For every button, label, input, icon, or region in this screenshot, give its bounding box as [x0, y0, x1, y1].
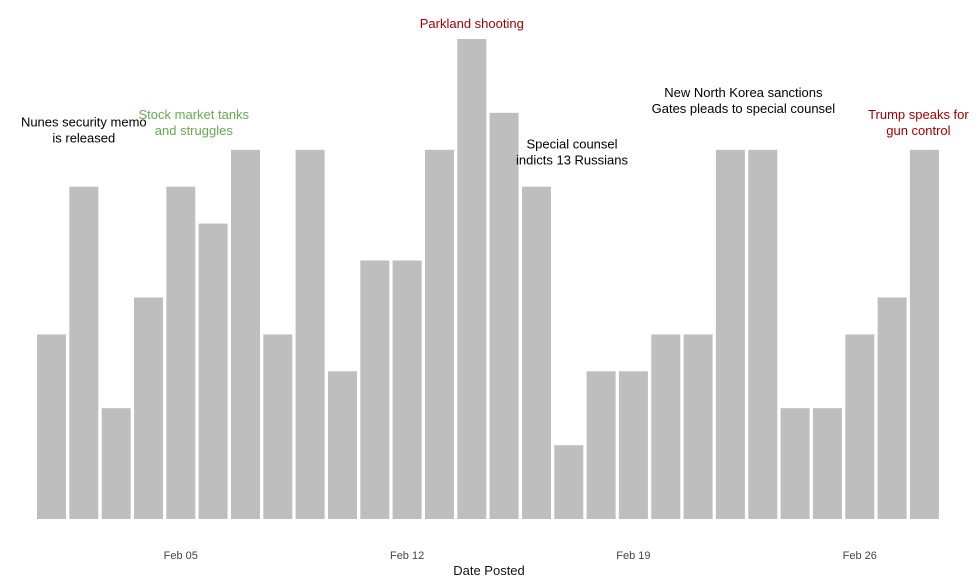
x-axis-label: Date Posted: [453, 563, 525, 577]
bar-feb-20: [651, 334, 681, 519]
annotation-line: indicts 13 Russians: [516, 153, 628, 168]
bar-feb-02: [69, 186, 99, 519]
bar-feb-16: [522, 186, 551, 519]
annotation-line: Gates pleads to special counsel: [652, 101, 836, 116]
bar-feb-12: [392, 260, 422, 519]
bar-feb-17: [554, 445, 584, 519]
bar-feb-21: [683, 334, 713, 519]
annotation-line: Special counsel: [526, 137, 617, 152]
annotation-3: Special counsel indicts 13 Russians: [516, 137, 628, 168]
bar-feb-10: [328, 371, 357, 519]
bar-feb-14: [457, 39, 487, 519]
annotation-line: and struggles: [155, 123, 234, 138]
annotation-line: New North Korea sanctions: [664, 85, 823, 100]
annotation-0: Nunes security memo is released: [21, 114, 147, 145]
bar-feb-05: [166, 186, 196, 519]
bar-feb-15: [489, 112, 519, 520]
bar-feb-19: [618, 371, 648, 519]
annotation-line: Nunes security memo: [21, 114, 147, 129]
bar-feb-04: [134, 297, 163, 519]
annotation-4: New North Korea sanctions Gates pleads to…: [652, 85, 836, 116]
bar-group: [37, 39, 939, 520]
annotation-line: is released: [52, 130, 115, 145]
bar-feb-01: [37, 334, 66, 519]
annotation-line: Trump speaks for: [868, 107, 969, 122]
bar-feb-23: [748, 149, 778, 520]
bar-feb-22: [715, 149, 745, 520]
bar-feb-13: [425, 149, 454, 520]
annotation-2: Parkland shooting: [420, 16, 524, 31]
bar-feb-18: [586, 371, 616, 519]
x-tick-label: Feb 26: [843, 550, 877, 562]
bar-feb-27: [877, 297, 907, 519]
bar-feb-08: [263, 334, 293, 519]
bar-feb-11: [360, 260, 390, 519]
bar-feb-25: [812, 408, 842, 519]
bar-feb-06: [198, 223, 228, 519]
x-tick-label: Feb 19: [616, 550, 650, 562]
annotation-1: Stock market tanks and struggles: [139, 107, 250, 138]
annotation-line: Stock market tanks: [139, 107, 250, 122]
annotation-line: gun control: [886, 123, 950, 138]
annotation-line: Parkland shooting: [420, 16, 524, 31]
annotation-5: Trump speaks for gun control: [868, 107, 969, 138]
bar-feb-03: [101, 408, 131, 519]
bar-feb-07: [231, 149, 260, 520]
bar-feb-09: [295, 149, 325, 520]
bar-feb-24: [780, 408, 810, 519]
x-tick-label: Feb 05: [164, 550, 198, 562]
bar-feb-28: [909, 149, 939, 520]
x-tick-group: Feb 05 Feb 12 Feb 19 Feb 26: [164, 550, 877, 562]
bar-feb-26: [845, 334, 875, 519]
x-tick-label: Feb 12: [390, 550, 424, 562]
